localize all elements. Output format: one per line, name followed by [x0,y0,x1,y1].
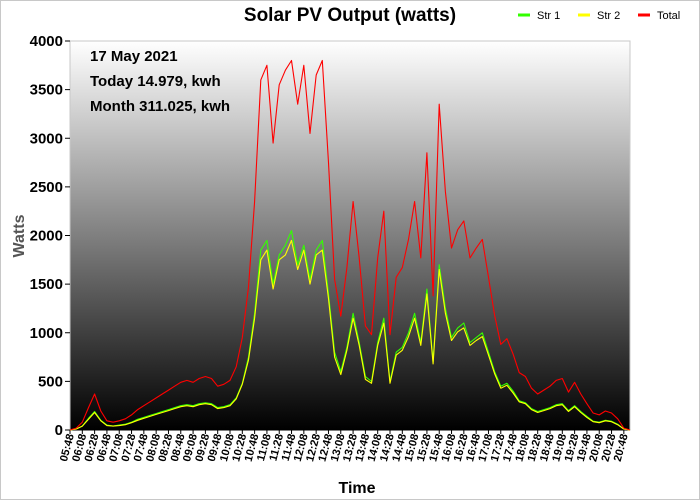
y-tick-label: 2000 [30,228,63,245]
chart-title: Solar PV Output (watts) [244,5,456,26]
series-layer [69,59,631,431]
legend: Str 1 Str 2 Total [518,10,680,22]
plot-area [69,40,631,431]
y-tick-label: 500 [38,373,63,390]
series-line-str-2 [69,239,631,431]
series-line-str-1 [69,230,631,431]
y-tick-label: 1500 [30,276,63,293]
legend-label: Str 1 [537,10,560,22]
x-axis: 05:4806:0806:2806:4807:0807:2807:4808:08… [58,429,631,463]
y-tick-label: 3000 [30,130,63,147]
y-tick-label: 1000 [30,325,63,342]
y-axis: 0 500 1000 1500 2000 2500 3000 3500 4000 [30,33,70,439]
y-tick-label: 0 [55,422,63,439]
y-tick-label: 4000 [30,33,63,50]
legend-label: Str 2 [597,10,620,22]
annotation-today: Today 14.979, kwh [90,73,221,90]
annotation-month: Month 311.025, kwh [90,98,230,115]
y-axis-label: Watts [11,214,28,257]
y-tick-label: 2500 [30,179,63,196]
annotation-date: 17 May 2021 [90,48,178,65]
x-axis-label: Time [338,480,375,497]
series-line-total [69,59,631,431]
legend-label: Total [657,10,680,22]
annotations: 17 May 2021 Today 14.979, kwh Month 311.… [90,48,230,115]
y-tick-label: 3500 [30,82,63,99]
